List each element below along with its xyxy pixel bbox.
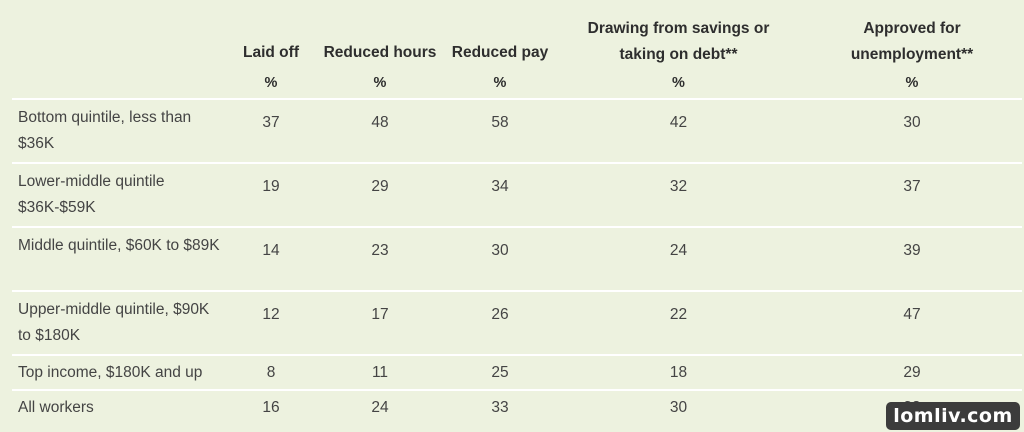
row-label: Bottom quintile, less than $36K xyxy=(12,99,227,164)
table-cell: 32 xyxy=(555,163,802,228)
table-cell: 29 xyxy=(315,163,445,228)
row-label: Lower-middle quintile $36K-$59K xyxy=(12,163,227,228)
data-table: Laid off Reduced hours Reduced pay Drawi… xyxy=(12,0,1022,424)
column-header: Drawing from savings or taking on debt** xyxy=(587,20,770,63)
column-unit: % xyxy=(227,68,315,100)
table-cell: 25 xyxy=(445,355,555,391)
table-cell: 30 xyxy=(669,399,688,416)
table-cell: 24 xyxy=(371,399,389,416)
watermark-logo: lomliv.com xyxy=(886,402,1020,430)
table-cell: 39 xyxy=(802,227,1022,292)
table-cell: 47 xyxy=(802,291,1022,356)
table-cell: 34 xyxy=(445,163,555,228)
table-cell: 42 xyxy=(555,99,802,164)
table-row: Bottom quintile, less than $36K 37 48 58… xyxy=(12,99,1022,164)
table-row: Top income, $180K and up 8 11 25 18 29 xyxy=(12,355,1022,391)
table-row: All workers 16 24 33 30 38 xyxy=(12,390,1022,424)
table-row: Middle quintile, $60K to $89K 14 23 30 2… xyxy=(12,227,1022,292)
row-label: All workers xyxy=(18,399,94,416)
column-unit: % xyxy=(555,68,802,100)
column-header: Reduced pay xyxy=(451,44,549,61)
table-cell: 19 xyxy=(227,163,315,228)
table-cell: 29 xyxy=(802,355,1022,391)
table-cell: 26 xyxy=(445,291,555,356)
table-cell: 24 xyxy=(555,227,802,292)
table-cell: 30 xyxy=(445,227,555,292)
table-cell: 23 xyxy=(315,227,445,292)
column-header: Approved for unemployment** xyxy=(850,20,974,63)
table-cell: 48 xyxy=(315,99,445,164)
row-label: Top income, $180K and up xyxy=(12,355,227,391)
table-cell: 22 xyxy=(555,291,802,356)
table-cell: 11 xyxy=(315,355,445,391)
table-cell: 14 xyxy=(227,227,315,292)
table-cell: 17 xyxy=(315,291,445,356)
table-cell: 18 xyxy=(555,355,802,391)
table-cell: 8 xyxy=(227,355,315,391)
unit-row: % % % % % xyxy=(12,68,1022,100)
table-cell: 16 xyxy=(262,399,280,416)
table-cell: 58 xyxy=(445,99,555,164)
table-row: Lower-middle quintile $36K-$59K 19 29 34… xyxy=(12,163,1022,228)
header-corner xyxy=(12,0,227,68)
column-unit: % xyxy=(445,68,555,100)
column-unit: % xyxy=(802,68,1022,100)
table-row: Upper-middle quintile, $90K to $180K 12 … xyxy=(12,291,1022,356)
table-cell: 30 xyxy=(802,99,1022,164)
table-cell: 37 xyxy=(802,163,1022,228)
table-cell: 12 xyxy=(227,291,315,356)
row-label: Middle quintile, $60K to $89K xyxy=(12,227,227,292)
row-label: Upper-middle quintile, $90K to $180K xyxy=(12,291,227,356)
column-header: Laid off xyxy=(243,44,299,61)
column-unit: % xyxy=(315,68,445,100)
table-cell: 37 xyxy=(227,99,315,164)
unit-corner xyxy=(12,68,227,100)
column-header: Reduced hours xyxy=(323,44,437,61)
header-row: Laid off Reduced hours Reduced pay Drawi… xyxy=(12,0,1022,68)
table-cell: 33 xyxy=(491,399,509,416)
